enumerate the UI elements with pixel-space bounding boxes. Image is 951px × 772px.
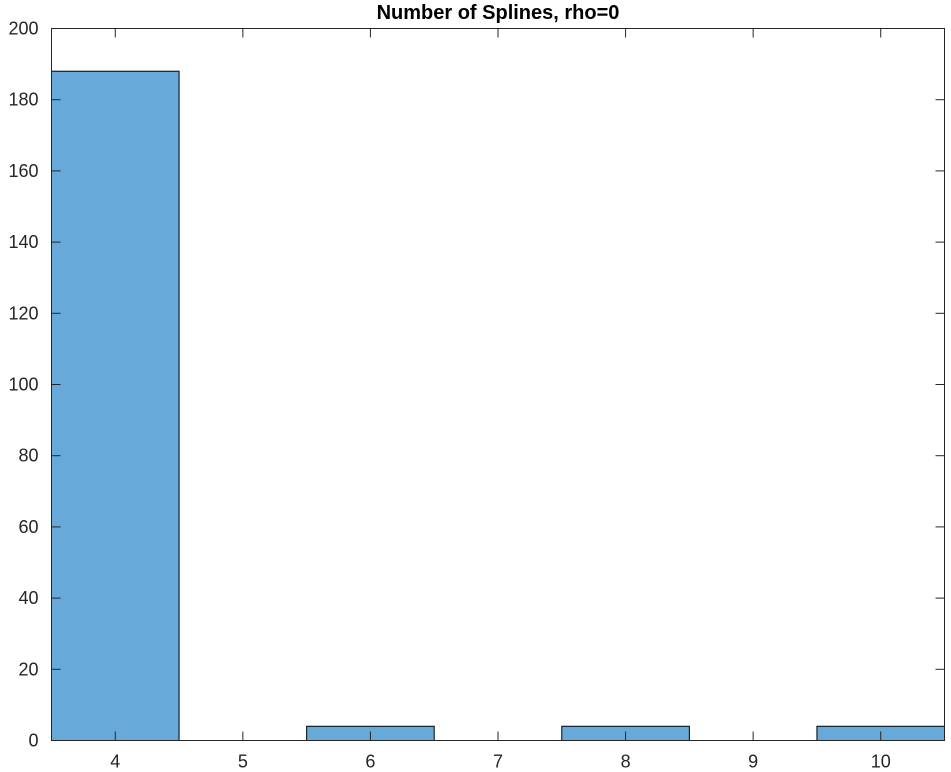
y-tick-label: 180 (8, 90, 38, 110)
chart-title: Number of Splines, rho=0 (377, 2, 620, 24)
y-tick-label: 100 (8, 375, 38, 395)
y-tick-label: 200 (8, 19, 38, 39)
bars-group (51, 70, 946, 742)
plot-area-frame (51, 28, 945, 741)
y-tick-label: 0 (28, 731, 38, 751)
y-tick-label: 120 (8, 303, 38, 323)
y-tick-label: 60 (18, 517, 38, 537)
y-axis-ticks: 0 20 40 60 80 100 120 140 160 180 200 (8, 19, 945, 751)
x-tick-label: 6 (365, 752, 375, 772)
y-tick-label: 80 (18, 446, 38, 466)
x-tick-label: 9 (748, 752, 758, 772)
y-tick-label: 40 (18, 588, 38, 608)
x-tick-label: 5 (238, 752, 248, 772)
y-tick-label: 160 (8, 161, 38, 181)
x-tick-label: 4 (110, 752, 120, 772)
x-tick-label: 7 (493, 752, 503, 772)
x-axis-ticks: 4 5 6 7 8 9 10 (110, 28, 891, 772)
x-tick-label: 8 (621, 752, 631, 772)
bar-4 (51, 70, 180, 742)
y-tick-label: 20 (18, 659, 38, 679)
y-tick-label: 140 (8, 232, 38, 252)
x-tick-label: 10 (871, 752, 891, 772)
